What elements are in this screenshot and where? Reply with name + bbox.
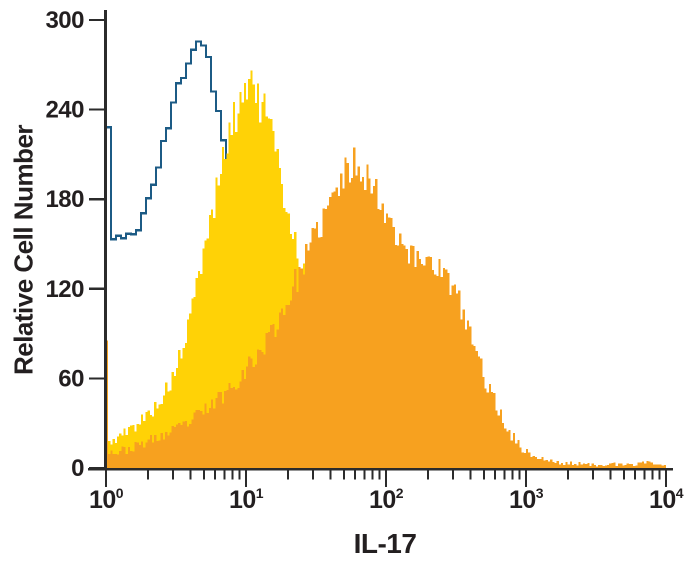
y-tick-label: 0 — [71, 455, 84, 482]
x-tick-label: 103 — [509, 485, 544, 514]
x-tick-label: 104 — [649, 485, 684, 514]
series-filled-orange-histogram — [106, 147, 666, 468]
x-axis-title: IL-17 — [353, 528, 417, 559]
y-tick-label: 300 — [45, 7, 84, 34]
x-tick-label: 102 — [369, 485, 404, 514]
x-tick-exponent: 1 — [256, 485, 264, 501]
y-tick-label: 180 — [45, 186, 84, 213]
y-tick-label: 60 — [58, 365, 84, 392]
x-tick-exponent: 4 — [676, 485, 684, 501]
x-tick-exponent: 0 — [116, 485, 124, 501]
x-tick-exponent: 2 — [396, 485, 404, 501]
y-tick-label: 240 — [45, 97, 84, 124]
x-tick-label: 100 — [89, 485, 124, 514]
y-axis-title: Relative Cell Number — [8, 124, 39, 376]
x-tick-label: 101 — [229, 485, 264, 514]
y-tick-label: 120 — [45, 276, 84, 303]
x-tick-exponent: 3 — [536, 485, 544, 501]
